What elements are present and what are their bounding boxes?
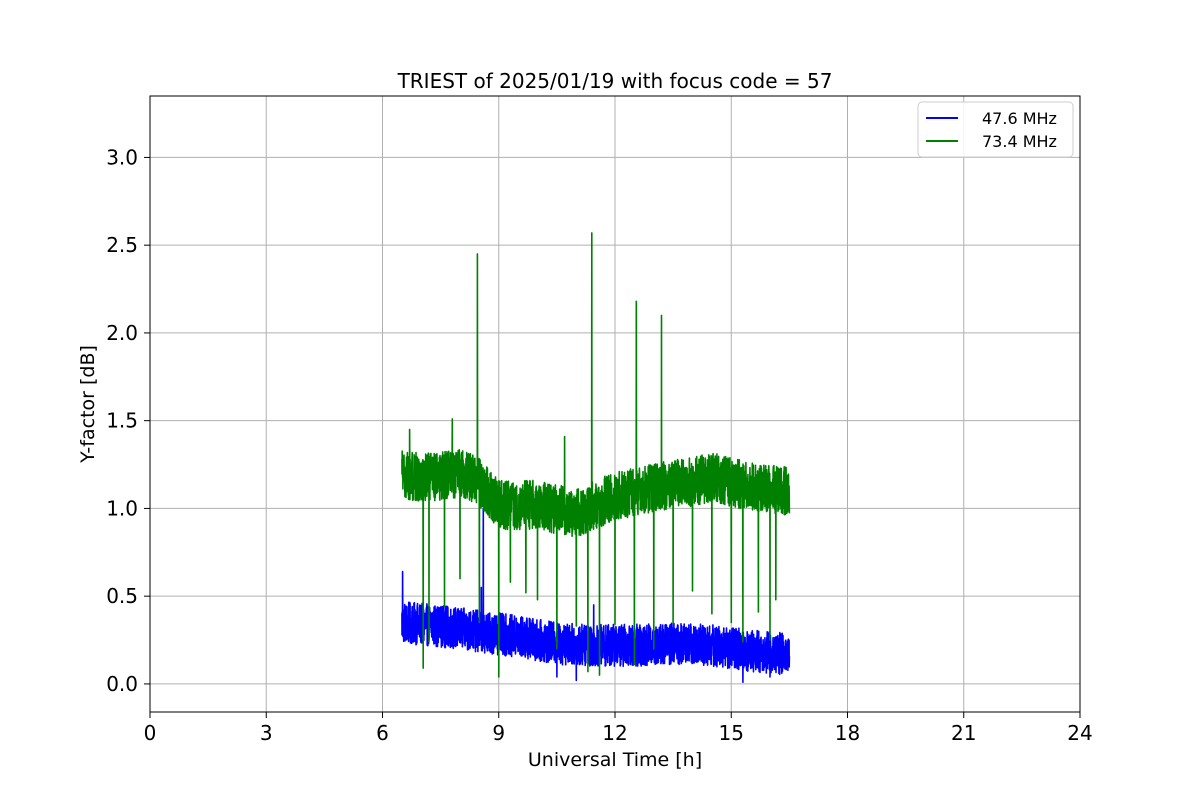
chart-title: TRIEST of 2025/01/19 with focus code = 5… [397, 69, 833, 93]
y-tick-label: 1.5 [106, 409, 138, 433]
x-tick-label: 12 [602, 721, 627, 745]
series-layer [401, 232, 791, 683]
y-tick-label: 2.5 [106, 233, 138, 257]
x-tick-label: 21 [951, 721, 976, 745]
legend-box [917, 101, 1074, 158]
x-tick-label: 6 [376, 721, 389, 745]
x-tick-label: 0 [144, 721, 157, 745]
x-tick-label: 9 [492, 721, 505, 745]
x-tick-label: 3 [260, 721, 273, 745]
series-line-73-4-mhz [401, 232, 791, 678]
y-tick-label: 0.0 [106, 672, 138, 696]
tick-layer: 0 3 6 9 12 15 18 21 24 0.0 0.5 1.0 1.5 2.0 2.5 3.0 [106, 145, 1093, 745]
y-tick-label: 3.0 [106, 145, 138, 169]
x-tick-label: 24 [1067, 721, 1092, 745]
legend: 47.6 MHz 73.4 MHz [917, 101, 1074, 158]
legend-label-73-4-mhz: 73.4 MHz [982, 132, 1057, 151]
y-tick-label: 2.0 [106, 321, 138, 345]
series-line-47-6-mhz [401, 507, 791, 683]
y-tick-label: 1.0 [106, 496, 138, 520]
y-axis-label: Y-factor [dB] [77, 345, 99, 464]
x-tick-label: 15 [719, 721, 744, 745]
x-axis-label: Universal Time [h] [528, 749, 702, 771]
y-tick-label: 0.5 [106, 584, 138, 608]
legend-label-47-6-mhz: 47.6 MHz [982, 109, 1057, 128]
x-tick-label: 18 [835, 721, 860, 745]
